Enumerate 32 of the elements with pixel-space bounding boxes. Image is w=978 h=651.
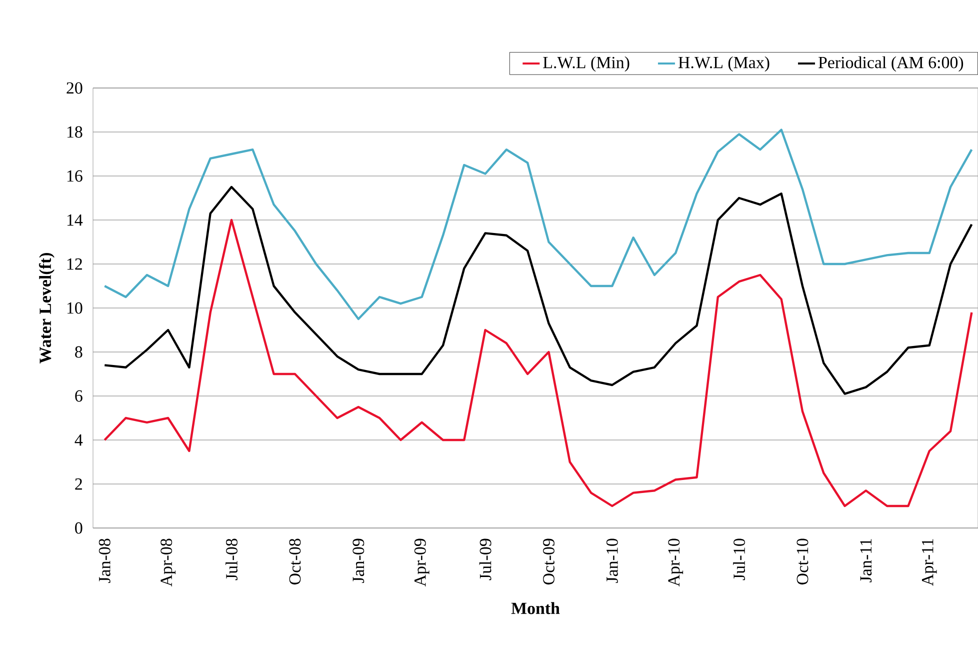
y-tick-label: 14 (67, 214, 83, 226)
y-tick-label: 2 (75, 478, 82, 490)
y-tick-label: 16 (67, 170, 82, 182)
x-axis-title: Month (511, 602, 560, 614)
x-tick-label: Jan-10 (606, 538, 618, 583)
y-tick-label: 20 (66, 82, 82, 94)
x-tick-label: Oct-09 (543, 538, 554, 584)
y-tick-label: 10 (67, 302, 82, 314)
y-tick-label: 18 (67, 126, 82, 138)
x-tick-label: Jan-08 (98, 538, 110, 583)
y-tick-label: 12 (67, 258, 82, 270)
x-tick-label: Apr-09 (414, 538, 430, 586)
x-tick-label: Apr-08 (160, 538, 176, 586)
x-tick-label: Jul-08 (226, 538, 238, 580)
legend-label: L.W.L (Min) (543, 56, 630, 72)
y-tick-label: 6 (75, 390, 82, 402)
x-tick-label: Jan-09 (352, 538, 364, 583)
x-tick-label: Jul-10 (733, 538, 746, 580)
line-series (104, 128, 973, 320)
line-series (104, 218, 973, 508)
x-tick-label: Oct-10 (796, 538, 808, 584)
legend-label: H.W.L (Max) (678, 56, 770, 72)
y-tick-label: 8 (75, 346, 82, 358)
legend-label: Periodical (AM 6:00) (818, 56, 964, 72)
y-tick-label: 4 (74, 434, 83, 446)
x-tick-label: Apr-11 (922, 539, 937, 586)
x-tick-label: Oct-08 (289, 538, 301, 584)
x-tick-label: Jul-09 (479, 538, 492, 580)
y-axis-title: Water Level(ft) (38, 253, 54, 364)
x-tick-label: Jan-11 (860, 539, 872, 582)
x-tick-label: Apr-10 (668, 538, 684, 586)
y-tick-label: 0 (75, 522, 82, 534)
